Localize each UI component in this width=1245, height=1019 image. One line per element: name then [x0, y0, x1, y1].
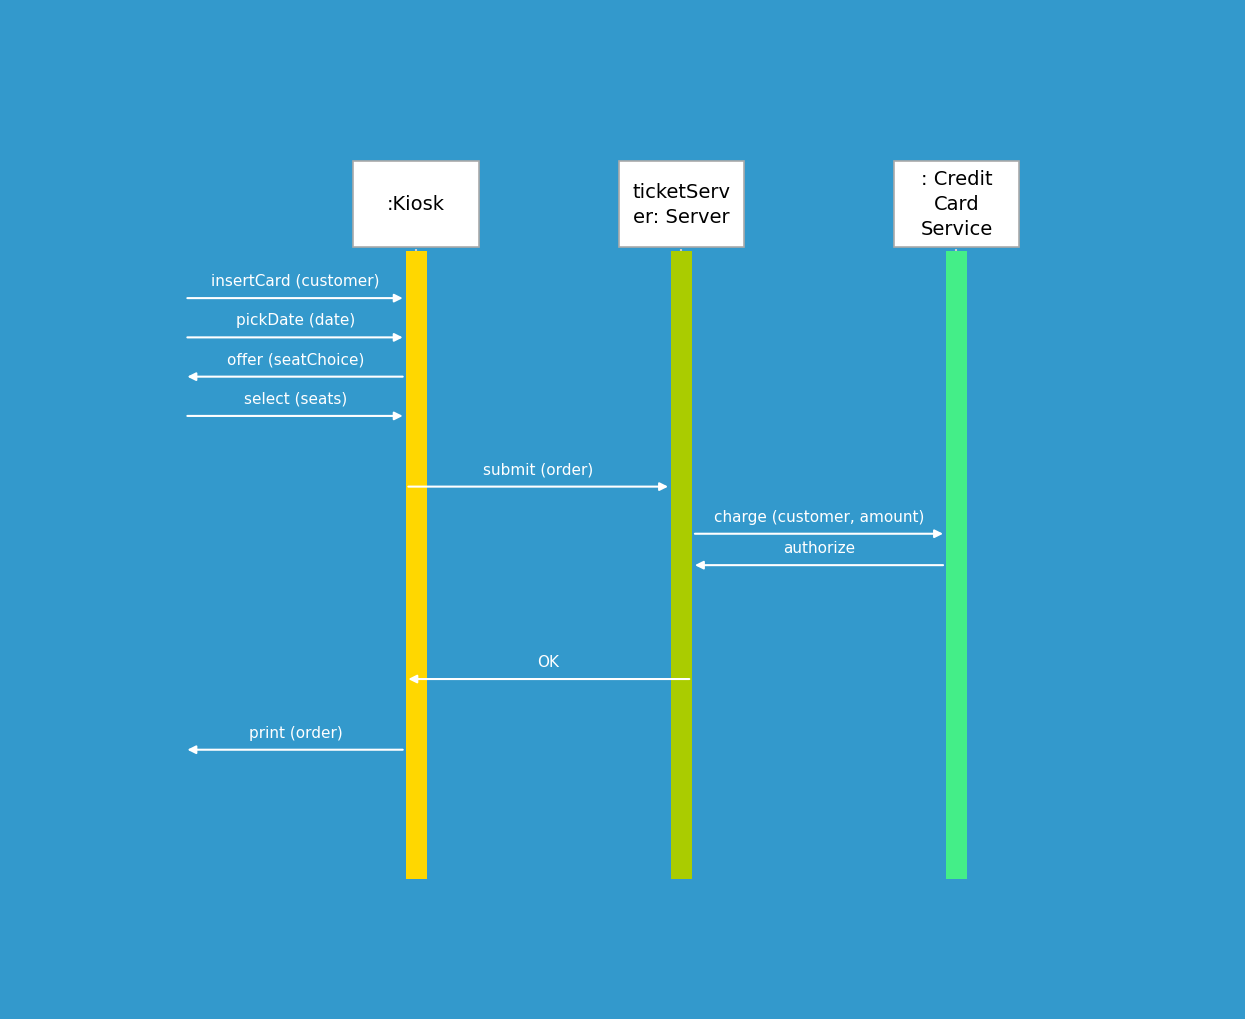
Bar: [406, 252, 427, 879]
Bar: [946, 252, 967, 879]
Text: submit (order): submit (order): [483, 462, 593, 477]
Text: charge (customer, amount): charge (customer, amount): [715, 510, 925, 524]
Text: ticketServ
er: Server: ticketServ er: Server: [632, 182, 731, 226]
Text: insertCard (customer): insertCard (customer): [212, 274, 380, 288]
Bar: [354, 161, 479, 248]
Text: :Kiosk: :Kiosk: [387, 196, 446, 214]
Bar: [619, 161, 745, 248]
Bar: [671, 252, 692, 879]
Text: pickDate (date): pickDate (date): [235, 313, 355, 328]
Bar: [894, 161, 1020, 248]
Text: : Credit
Card
Service: : Credit Card Service: [920, 170, 992, 239]
Text: print (order): print (order): [249, 725, 342, 740]
Text: OK: OK: [538, 654, 559, 669]
Text: select (seats): select (seats): [244, 391, 347, 407]
Text: offer (seatChoice): offer (seatChoice): [227, 353, 365, 367]
Text: authorize: authorize: [783, 540, 855, 555]
